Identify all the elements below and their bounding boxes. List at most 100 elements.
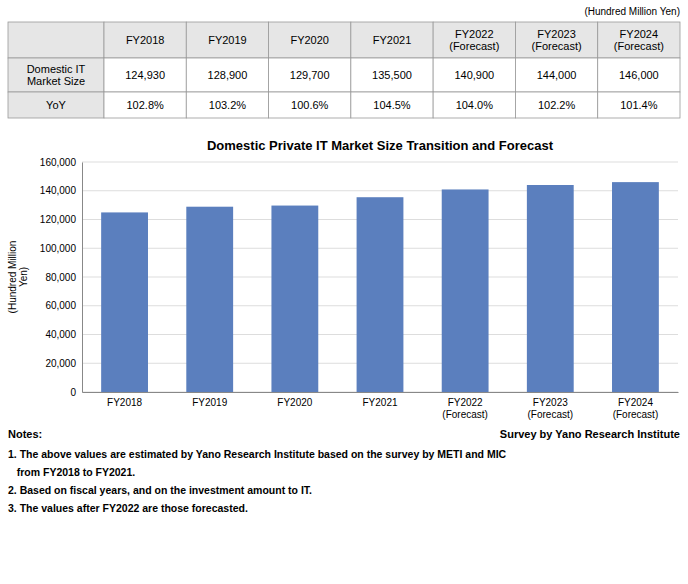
table-cell — [104, 92, 186, 118]
table-text: 146,000 — [619, 69, 659, 81]
x-tick: FY2020 — [277, 392, 312, 408]
table-text: 124,930 — [125, 69, 165, 81]
bar — [271, 206, 318, 392]
x-axis: FY2018 FY2019 FY2020 FY2021 FY2022(Forecast)… — [83, 392, 679, 420]
table-text: 103.2% — [209, 99, 247, 111]
bar — [442, 189, 489, 392]
y-tick: 0 — [70, 387, 82, 398]
plot: 0 20,000 40,000 60,000 80,000 100,000 120,000 1… — [40, 157, 679, 420]
table-cell — [104, 58, 186, 92]
table-text: FY2023(Forecast) — [532, 28, 582, 53]
table-cell — [104, 22, 186, 58]
y-tick: 120,000 — [40, 214, 82, 225]
note: 1. The above values are estimated by Yan… — [8, 448, 507, 460]
table-cell — [186, 22, 268, 58]
x-tick-label: FY2020 — [277, 397, 312, 408]
table-text: FY2021 — [373, 34, 412, 46]
table-cell — [8, 22, 104, 58]
bar — [357, 197, 404, 392]
bar — [101, 212, 148, 392]
x-tick-label: FY2018 — [107, 397, 142, 408]
y-tick-label: 100,000 — [40, 243, 77, 254]
y-tick-label: 80,000 — [45, 272, 76, 283]
grid-line — [82, 162, 678, 163]
table-unit-label: (Hundred Million Yen) — [584, 6, 680, 17]
table-text: FY2024(Forecast) — [614, 28, 664, 53]
table-cell — [8, 92, 104, 118]
table-text: 144,000 — [537, 69, 577, 81]
x-tick: FY2018 — [107, 392, 142, 408]
chart-title: Domestic Private IT Market Size Transiti… — [207, 138, 554, 153]
x-tick-label: FY2022(Forecast) — [442, 397, 488, 420]
table-text: FY2020 — [290, 34, 329, 46]
table-cell — [433, 92, 515, 118]
y-tick: 80,000 — [45, 272, 82, 283]
table-cell — [351, 22, 433, 58]
table-cell — [515, 92, 597, 118]
table-cell — [598, 92, 680, 118]
y-axis: 0 20,000 40,000 60,000 80,000 100,000 120,000 1… — [40, 157, 83, 398]
x-tick: FY2023(Forecast) — [528, 392, 574, 420]
grid — [82, 162, 678, 392]
x-tick-label: FY2023(Forecast) — [528, 397, 574, 420]
table-text: FY2018 — [126, 34, 165, 46]
table-text: 101.4% — [620, 99, 658, 111]
note: 3. The values after FY2022 are those for… — [8, 502, 248, 514]
table-cell — [351, 58, 433, 92]
y-tick: 60,000 — [45, 300, 82, 311]
table-cell — [433, 22, 515, 58]
y-axis-line — [82, 163, 83, 393]
table-cell — [269, 58, 351, 92]
x-tick-label: FY2021 — [362, 397, 397, 408]
table-cell — [515, 22, 597, 58]
grid-line — [82, 190, 678, 191]
table-cell — [269, 92, 351, 118]
notes-title: Notes: — [8, 428, 42, 440]
table: FY2018FY2019FY2020FY2021FY2022(Forecast)… — [8, 22, 680, 118]
x-axis-line — [83, 392, 679, 393]
table-cell — [433, 58, 515, 92]
x-tick: FY2024(Forecast) — [613, 392, 659, 420]
table-cell — [186, 58, 268, 92]
table-text: YoY — [46, 99, 66, 111]
table-cell — [351, 92, 433, 118]
note: from FY2018 to FY2021. — [8, 466, 135, 478]
table-cell — [269, 22, 351, 58]
table-cell — [598, 58, 680, 92]
y-tick-label: 140,000 — [40, 185, 77, 196]
note: 2. Based on fiscal years, and on the inv… — [8, 484, 312, 496]
bar — [186, 207, 233, 392]
bar — [612, 182, 659, 392]
table-text: 140,900 — [454, 69, 494, 81]
table-text: 135,500 — [372, 69, 412, 81]
table-cell — [8, 58, 104, 92]
y-tick: 40,000 — [45, 329, 82, 340]
x-tick: FY2022(Forecast) — [442, 392, 488, 420]
y-tick-label: 40,000 — [45, 329, 76, 340]
table-text: 128,900 — [208, 69, 248, 81]
y-tick-label: 120,000 — [40, 214, 77, 225]
table-text: 100.6% — [291, 99, 329, 111]
table-text: 102.2% — [538, 99, 576, 111]
x-tick-label: FY2019 — [192, 397, 227, 408]
x-tick-label: FY2024(Forecast) — [613, 397, 659, 420]
table-text: Domestic ITMarket Size — [27, 63, 86, 88]
bar — [527, 185, 574, 392]
y-tick: 100,000 — [40, 243, 82, 254]
table-text: 104.5% — [373, 99, 411, 111]
y-tick: 160,000 — [40, 157, 82, 168]
y-axis-label: (Hundred MillionYen) — [7, 241, 30, 314]
x-tick: FY2021 — [362, 392, 397, 408]
table-cell — [186, 92, 268, 118]
y-tick-label: 0 — [70, 387, 76, 398]
chart: FY2018 FY2019 FY2020 FY2021 FY2022(Forecast)… — [0, 0, 688, 584]
y-tick: 20,000 — [45, 358, 82, 369]
y-tick-label: 20,000 — [45, 358, 76, 369]
x-tick: FY2019 — [192, 392, 227, 408]
bars — [101, 182, 659, 392]
table-cell — [515, 58, 597, 92]
table-text: 104.0% — [456, 99, 494, 111]
table-text: FY2019 — [208, 34, 247, 46]
source: Survey by Yano Research Institute — [500, 428, 680, 440]
table-text: 102.8% — [126, 99, 164, 111]
